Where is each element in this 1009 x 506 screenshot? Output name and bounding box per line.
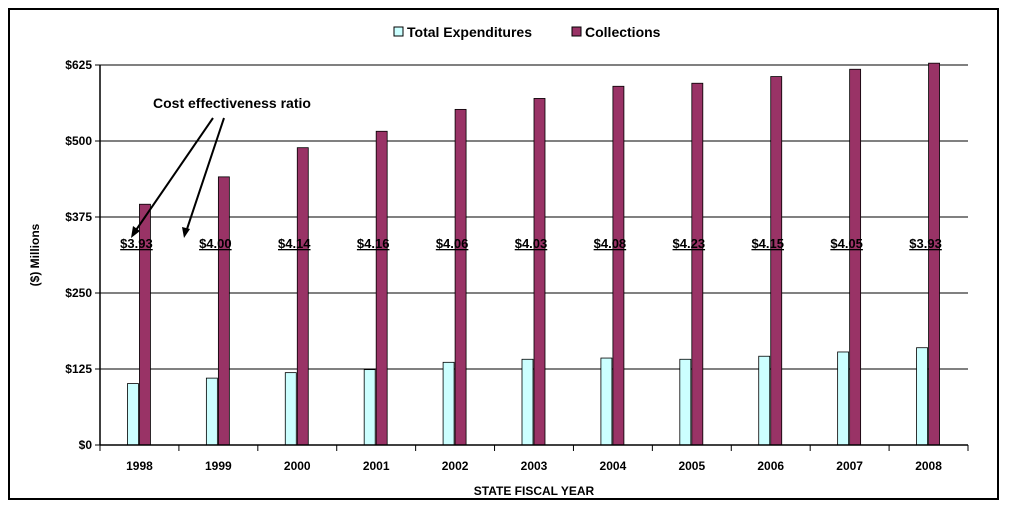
bar-collections	[454, 108, 467, 446]
legend-swatch-collections	[571, 26, 582, 37]
bar-collections	[296, 147, 309, 446]
annotation: Cost effectiveness ratio	[131, 95, 311, 238]
annotation-arrow-1	[133, 117, 214, 234]
ratio-label: $4.03	[515, 236, 548, 251]
ratio-label: $4.16	[357, 236, 390, 251]
bar-total-expenditures	[916, 347, 928, 446]
bar-collections	[375, 130, 388, 446]
x-tick-labels: 1998 1999 2000 2001 2002 2003 2004 2005 2006 2007…	[126, 459, 942, 473]
bar-total-expenditures	[837, 351, 850, 446]
y-tick-label: $625	[65, 58, 92, 72]
bar-collections	[770, 76, 783, 446]
x-tick-label: 1999	[205, 459, 232, 473]
ratio-label: $4.15	[751, 236, 784, 251]
ratio-label: $4.08	[594, 236, 627, 251]
annotation-arrowhead-2	[182, 227, 190, 238]
bars	[127, 62, 940, 446]
x-ticks	[99, 445, 969, 451]
bar-total-expenditures	[521, 358, 534, 446]
ratio-label: $3.93	[909, 236, 942, 251]
y-tick-label: $250	[65, 286, 92, 300]
bar-total-expenditures	[127, 383, 139, 446]
x-tick-label: 2004	[600, 459, 627, 473]
x-tick-label: 2008	[915, 459, 942, 473]
y-tick-label: $125	[65, 362, 92, 376]
legend: Total Expenditures Collections	[393, 24, 661, 40]
x-tick-label: 2001	[363, 459, 390, 473]
annotation-arrowhead-1	[131, 226, 140, 238]
y-axis-title: ($) Millions	[28, 223, 42, 286]
ratio-label: $3.93	[120, 236, 153, 251]
y-tick-label: $375	[65, 210, 92, 224]
bar-collections	[849, 68, 862, 446]
ratio-label: $4.23	[673, 236, 706, 251]
legend-swatch-total-expenditures	[393, 26, 404, 37]
x-tick-label: 2006	[757, 459, 784, 473]
legend-label-total-expenditures: Total Expenditures	[407, 24, 532, 40]
legend-label-collections: Collections	[585, 24, 661, 40]
y-tick-labels: $0 $125 $250 $375 $500 $625	[65, 58, 92, 452]
bar-collections	[217, 176, 230, 446]
bar-total-expenditures	[442, 361, 455, 446]
bar-total-expenditures	[284, 372, 297, 446]
bar-collections	[612, 85, 625, 446]
ratio-label: $4.14	[278, 236, 311, 251]
x-tick-label: 1998	[126, 459, 153, 473]
x-tick-label: 2000	[284, 459, 311, 473]
ratio-labels: $3.93 $4.00 $4.14 $4.16 $4.06 $4.03 $4.08 $4.23…	[120, 236, 942, 251]
bar-total-expenditures	[679, 358, 692, 446]
bar-total-expenditures	[758, 355, 771, 446]
annotation-text: Cost effectiveness ratio	[153, 95, 311, 111]
x-axis-title: STATE FISCAL YEAR	[474, 484, 595, 498]
x-tick-label: 2003	[521, 459, 548, 473]
bar-collections	[928, 62, 940, 446]
bar-total-expenditures	[363, 369, 376, 446]
bar-total-expenditures	[205, 377, 218, 446]
y-tick-label: $0	[79, 438, 93, 452]
ratio-label: $4.05	[830, 236, 863, 251]
x-tick-label: 2007	[836, 459, 863, 473]
x-tick-label: 2002	[442, 459, 469, 473]
annotation-arrow-2	[185, 117, 225, 233]
ratio-label: $4.06	[436, 236, 469, 251]
bar-collections	[691, 82, 704, 446]
y-tick-label: $500	[65, 134, 92, 148]
bar-total-expenditures	[600, 357, 613, 446]
x-tick-label: 2005	[678, 459, 705, 473]
bar-collections	[533, 98, 546, 446]
ratio-label: $4.00	[199, 236, 232, 251]
